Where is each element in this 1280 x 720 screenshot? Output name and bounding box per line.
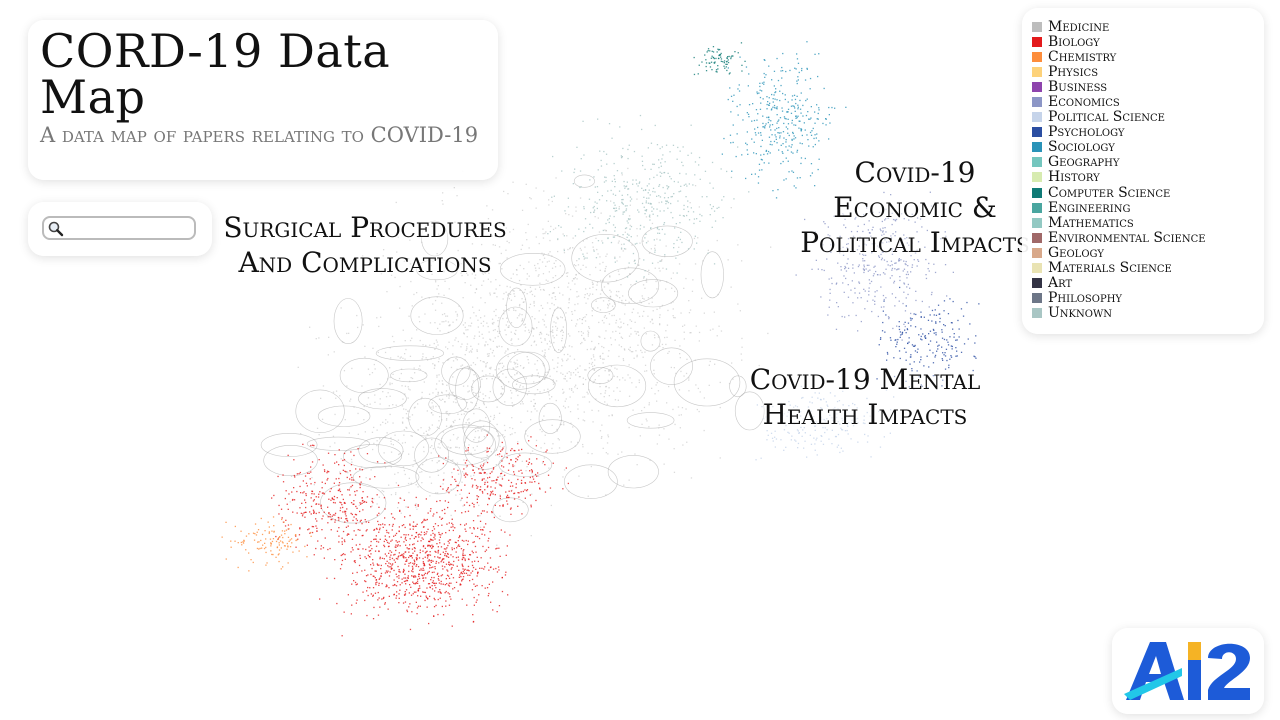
legend-swatch bbox=[1032, 157, 1042, 168]
search-icon bbox=[48, 221, 64, 237]
legend-swatch bbox=[1032, 127, 1042, 138]
map-outline bbox=[260, 174, 765, 524]
legend-item[interactable]: Philosophy bbox=[1032, 290, 1206, 307]
legend-item[interactable]: Medicine bbox=[1032, 18, 1206, 35]
legend-swatch bbox=[1032, 293, 1042, 304]
map-points bbox=[221, 41, 980, 637]
legend-swatch bbox=[1032, 187, 1042, 198]
legend-item[interactable]: Business bbox=[1032, 78, 1206, 95]
legend-item[interactable]: Geography bbox=[1032, 154, 1206, 171]
legend-swatch bbox=[1032, 81, 1042, 92]
legend-label: Philosophy bbox=[1048, 290, 1123, 307]
legend-label: Economics bbox=[1048, 94, 1120, 111]
legend-label: Medicine bbox=[1048, 18, 1110, 35]
legend-item[interactable]: Psychology bbox=[1032, 124, 1206, 141]
legend-label: Geology bbox=[1048, 244, 1104, 261]
legend-item[interactable]: Biology bbox=[1032, 33, 1206, 50]
legend-label: Computer Science bbox=[1048, 184, 1171, 201]
legend-item[interactable]: Unknown bbox=[1032, 305, 1206, 322]
legend-label: Unknown bbox=[1048, 305, 1112, 322]
legend-swatch bbox=[1032, 247, 1042, 258]
legend-swatch bbox=[1032, 263, 1042, 274]
legend-swatch bbox=[1032, 112, 1042, 123]
legend-label: Biology bbox=[1048, 33, 1100, 50]
legend-item[interactable]: Art bbox=[1032, 275, 1206, 292]
legend-swatch bbox=[1032, 172, 1042, 183]
legend-label: Art bbox=[1048, 275, 1073, 292]
legend-item[interactable]: Computer Science bbox=[1032, 184, 1206, 201]
cluster-label-economic[interactable]: Covid-19 Economic & Political Impacts bbox=[800, 156, 1030, 259]
legend-swatch bbox=[1032, 278, 1042, 289]
legend-swatch bbox=[1032, 51, 1042, 62]
legend-item[interactable]: Chemistry bbox=[1032, 48, 1206, 65]
legend-label: Environmental Science bbox=[1048, 229, 1206, 246]
legend-swatch bbox=[1032, 142, 1042, 153]
legend-swatch bbox=[1032, 97, 1042, 108]
ai2-logo bbox=[1124, 642, 1250, 700]
legend-label: Psychology bbox=[1048, 124, 1125, 141]
legend-swatch bbox=[1032, 202, 1042, 213]
search-box[interactable] bbox=[42, 216, 196, 240]
search-input[interactable] bbox=[66, 220, 196, 240]
legend-item[interactable]: Environmental Science bbox=[1032, 229, 1206, 246]
legend-swatch bbox=[1032, 66, 1042, 77]
legend-item[interactable]: Engineering bbox=[1032, 199, 1206, 216]
legend-item[interactable]: Economics bbox=[1032, 94, 1206, 111]
legend-item[interactable]: Physics bbox=[1032, 63, 1206, 80]
cluster-label-surgical[interactable]: Surgical Procedures And Complications bbox=[223, 211, 507, 279]
legend-swatch bbox=[1032, 308, 1042, 319]
legend-label: History bbox=[1048, 169, 1100, 186]
legend-label: Physics bbox=[1048, 63, 1099, 80]
search-panel bbox=[28, 202, 212, 256]
legend-label: Sociology bbox=[1048, 139, 1115, 156]
legend-item[interactable]: Sociology bbox=[1032, 139, 1206, 156]
legend-swatch bbox=[1032, 36, 1042, 47]
legend-item[interactable]: Political Science bbox=[1032, 109, 1206, 126]
page-title: CORD-19 Data Map bbox=[40, 24, 391, 124]
title-panel: CORD-19 Data Map A data map of papers re… bbox=[28, 20, 498, 180]
legend-item[interactable]: History bbox=[1032, 169, 1206, 186]
legend-item[interactable]: Geology bbox=[1032, 244, 1206, 261]
legend-label: Business bbox=[1048, 78, 1108, 95]
legend-label: Materials Science bbox=[1048, 260, 1172, 277]
legend-item[interactable]: Mathematics bbox=[1032, 214, 1206, 231]
legend-swatch bbox=[1032, 232, 1042, 243]
legend-panel: Medicine Biology Chemistry Physics Business E… bbox=[1022, 8, 1264, 334]
page-subtitle: A data map of papers relating to COVID-1… bbox=[40, 123, 479, 147]
legend-label: Mathematics bbox=[1048, 214, 1134, 231]
legend-swatch bbox=[1032, 217, 1042, 228]
legend-label: Engineering bbox=[1048, 199, 1131, 216]
legend-label: Chemistry bbox=[1048, 48, 1117, 65]
legend-label: Geography bbox=[1048, 154, 1120, 171]
legend-swatch bbox=[1032, 21, 1042, 32]
legend-item[interactable]: Materials Science bbox=[1032, 260, 1206, 277]
legend-label: Political Science bbox=[1048, 109, 1165, 126]
legend-list: Medicine Biology Chemistry Physics Business E… bbox=[1032, 19, 1206, 321]
cluster-label-mental-health[interactable]: Covid-19 Mental Health Impacts bbox=[749, 363, 981, 431]
logo-panel[interactable] bbox=[1112, 628, 1264, 714]
